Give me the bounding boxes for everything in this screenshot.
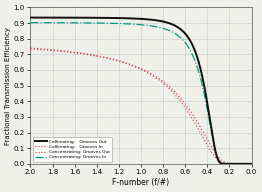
X-axis label: F-number (f/#): F-number (f/#): [112, 178, 170, 187]
Y-axis label: Fractional Transmission Efficiency: Fractional Transmission Efficiency: [5, 26, 11, 145]
Legend: Collimating:   Grooves Out, Collimating:   Grooves In, Concentrating: Grooves Ou: Collimating: Grooves Out, Collimating: G…: [33, 137, 112, 162]
